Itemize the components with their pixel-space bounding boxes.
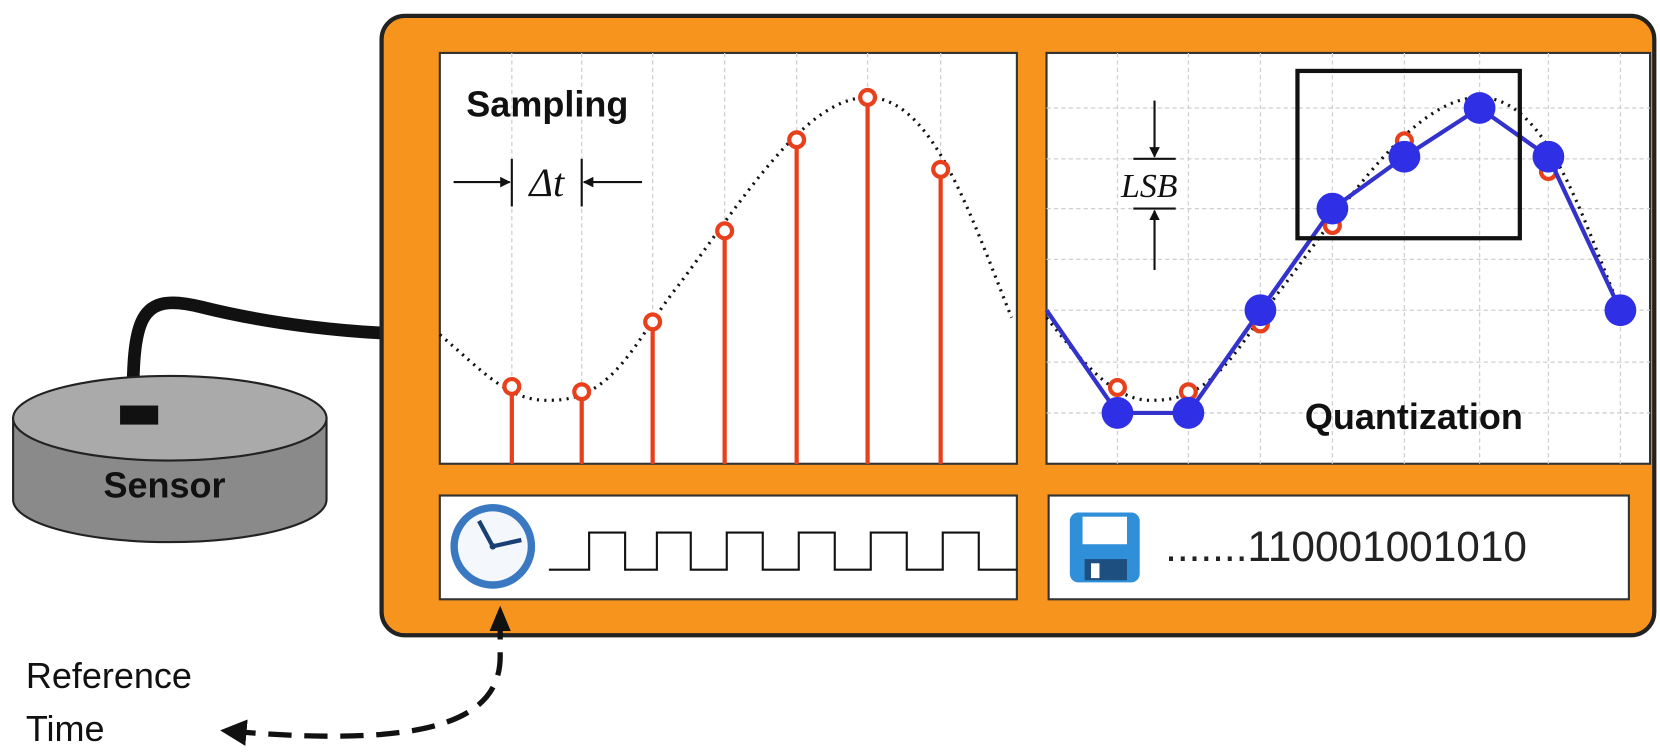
quantization-panel-rect (1295, 68, 1522, 241)
clock-panel-line (492, 537, 522, 549)
quantization-panel-g-circle (1532, 140, 1565, 173)
lsb-label: LSB (1120, 168, 1177, 205)
storage-panel-rect (1091, 563, 1100, 579)
sampling-panel-g-circle (643, 312, 663, 332)
quantization-panel-g-circle (1101, 397, 1134, 429)
reference-time: Reference Time (26, 605, 511, 749)
quantization-panel-g-circle (1316, 192, 1349, 225)
delta-t-label: Δt (527, 160, 565, 205)
reference-time-path (220, 616, 503, 746)
clock-panel (438, 494, 1018, 601)
clock-panel-rect (438, 494, 1018, 601)
sampling-panel-g-circle (715, 221, 735, 241)
sampling-panel: Sampling Δt (438, 51, 1018, 465)
quantization-panel-g-circle (1244, 294, 1277, 327)
quantization-panel-g-circle (1388, 140, 1421, 173)
sensor: Sensor (12, 374, 328, 544)
sampling-title: Sampling (466, 83, 628, 124)
sensor-rect (120, 405, 159, 425)
clock-panel-polyline (548, 531, 1017, 571)
cable (126, 296, 440, 413)
clock-panel-line (477, 519, 495, 548)
quantization-panel-g (1101, 92, 1637, 429)
sampling-panel-g-circle (502, 376, 522, 396)
sampling-panel-g-circle (858, 87, 878, 107)
sensor-label: Sensor (104, 465, 226, 506)
quantization-panel: LSB Quantization (1044, 51, 1652, 465)
reference-time-path (489, 605, 511, 632)
bit-stream: .......110001001010 (1165, 523, 1527, 570)
sampling-panel-g (502, 87, 951, 464)
quantization-title: Quantization (1305, 396, 1523, 437)
sampling-panel-rect (438, 51, 1018, 465)
quantization-panel-rect (1045, 51, 1652, 465)
quantization-panel-g-circle (1463, 92, 1496, 124)
sampling-panel-g-circle (931, 159, 951, 179)
quantization-panel-g-circle (1107, 378, 1127, 398)
sensor-ellipse (12, 374, 328, 462)
storage-panel-rect (1082, 516, 1127, 545)
quantization-panel-g-circle (1604, 294, 1637, 327)
reference-label-line2: Time (26, 708, 105, 749)
storage-panel: .......110001001010 (1047, 494, 1630, 601)
reference-label-line1: Reference (26, 655, 192, 696)
quantization-panel-g-circle (1172, 397, 1205, 429)
clock-panel-circle (489, 543, 496, 550)
storage-panel-rect (1047, 494, 1630, 601)
quantization-panel-g-circle (1178, 382, 1198, 402)
sampling-panel-g-circle (787, 130, 807, 150)
sampling-panel-g-circle (572, 382, 592, 402)
